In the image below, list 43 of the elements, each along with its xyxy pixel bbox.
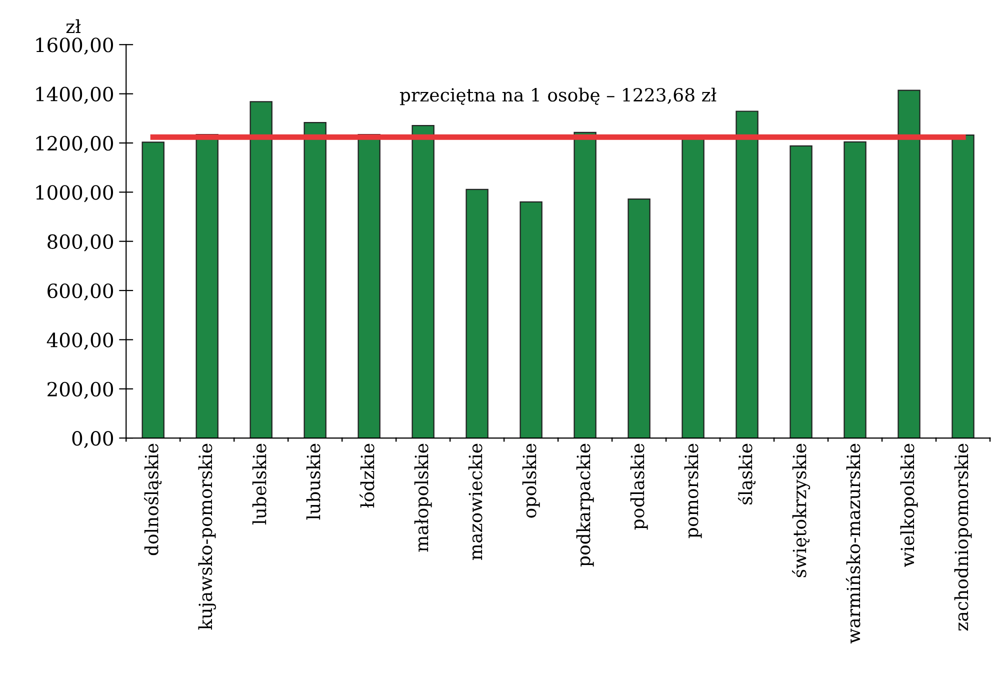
bar [736, 110, 758, 438]
bar [196, 134, 218, 438]
x-tick-label: lubelskie [252, 444, 266, 524]
y-axis-title: zł [66, 19, 81, 33]
bar [628, 198, 650, 438]
bar [412, 124, 434, 438]
x-tick-label: dolnośląskie [144, 444, 162, 556]
x-tick-label: kujawsko-pomorskie [198, 444, 216, 630]
y-tick-label: 1000,00 [36, 185, 114, 202]
x-tick-label: świętokrzyskie [792, 444, 810, 578]
ref-line-label: przeciętna na 1 osobę – 1223,68 zł [400, 88, 716, 106]
x-tick-label: małopolskie [414, 444, 432, 552]
bar [682, 138, 704, 438]
bar [898, 90, 920, 438]
y-tick-label: 400,00 [46, 332, 114, 350]
x-tick-label: lubuskie [306, 444, 320, 520]
bar [304, 122, 326, 438]
bar [466, 188, 488, 438]
x-tick-label: łódzkie [360, 444, 374, 508]
y-tick-label: 0,00 [72, 431, 114, 448]
y-tick-label: 200,00 [48, 382, 114, 399]
x-tick-label: zachodniopomorskie [954, 444, 972, 631]
y-tick-label: 1400,00 [36, 86, 114, 104]
y-tick-label: 600,00 [48, 283, 114, 301]
y-tick-label: 1600,00 [36, 38, 114, 55]
bar [574, 132, 596, 438]
x-tick-label: pomorskie [684, 444, 702, 538]
bar [790, 145, 812, 438]
bar [142, 142, 164, 438]
x-tick-label: wielkopolskie [900, 444, 918, 567]
x-tick-label: podkarpackie [576, 444, 594, 567]
bar [250, 101, 272, 438]
x-tick-label: warmińsko-mazurskie [846, 444, 860, 644]
x-tick-label: mazowieckie [468, 444, 482, 560]
y-tick-label: 800,00 [48, 234, 114, 252]
x-tick-label: podlaskie [630, 444, 648, 530]
x-tick-label: opolskie [522, 444, 540, 518]
bar [358, 134, 380, 438]
x-tick-label: śląskie [738, 444, 756, 504]
bar [844, 141, 866, 438]
y-tick-label: 1200,00 [36, 136, 114, 154]
bar [520, 201, 542, 438]
bar [952, 134, 974, 438]
